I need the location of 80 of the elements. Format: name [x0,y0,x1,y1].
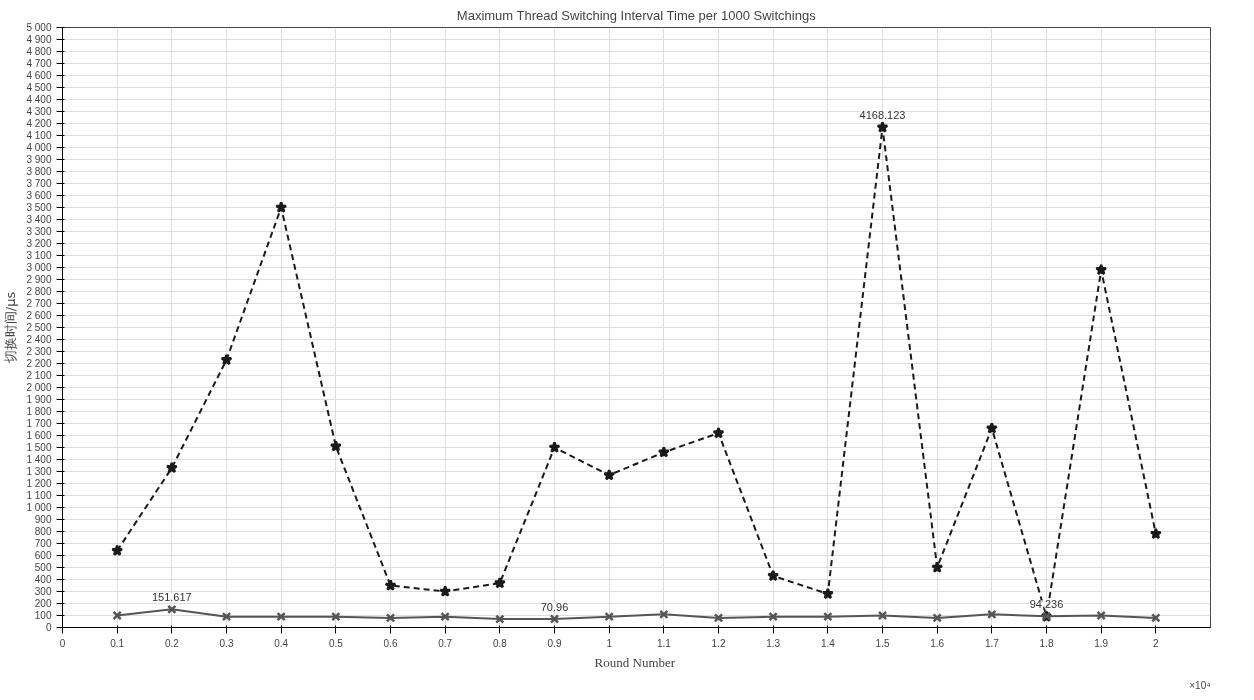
y-tick-label: 100 [34,610,52,621]
y-tick-label: 2 300 [26,346,52,357]
x-tick-label: 0.9 [547,637,562,649]
y-tick-label: 3 100 [26,250,52,261]
y-tick-label: 3 500 [26,202,52,213]
x-tick-label: 1.4 [820,637,836,649]
y-tick-label: 1 500 [26,442,52,453]
y-tick-label: 4 600 [26,70,52,81]
y-tick-label: 4 700 [26,58,52,69]
y-axis-title: 切换时间/μs [3,291,19,364]
y-tick-label: 1 800 [26,406,52,417]
y-tick-label: 1 600 [26,430,52,441]
x-tick-label: 1.2 [711,637,726,649]
y-tick-label: 700 [34,538,52,549]
y-tick-label: 2 900 [26,274,52,285]
x-tick-label: 1.9 [1094,637,1109,649]
x-tick-label: 2 [1153,637,1160,649]
y-tick-label: 3 000 [26,262,52,273]
y-tick-label: 3 400 [26,214,52,225]
x-tick-label: 1.7 [984,637,1000,649]
text: ×10⁴ [1189,679,1211,691]
x-tick-label: 0.8 [492,637,508,649]
y-tick-label: 500 [34,562,52,573]
y-tick-label: 4 100 [26,130,52,141]
y-tick-label: 2 100 [26,370,52,381]
x-tick-label: 1 [606,637,613,649]
y-tick-label: 2 700 [26,298,52,309]
x-tick-label: 1.6 [930,637,945,649]
y-tick-label: 0 [45,622,52,633]
y-tick-label: 2 500 [26,322,52,333]
x-tick-label: 0.3 [219,637,234,649]
x-tick-label: 1.8 [1039,637,1054,649]
y-tick-label: 1 400 [26,454,52,465]
x-tick-label: 0 [59,637,66,649]
y-tick-label: 3 900 [26,154,52,165]
x-axis-title: Round Number [594,654,676,670]
x-tick-label: 0.2 [164,637,180,649]
x-tick-label: 1.1 [656,637,672,649]
x-tick-label: 0.7 [438,637,453,649]
y-tick-label: 4 200 [26,118,52,129]
y-tick-label: 2 800 [26,286,52,297]
data-label: 94.236 [1029,598,1064,611]
y-tick-label: 200 [34,598,52,609]
y-tick-label: 4 500 [26,82,52,93]
y-tick-label: 5 000 [26,22,52,33]
y-tick-label: 1 700 [26,418,52,429]
x-tick-label: 0.5 [328,637,344,649]
y-tick-label: 2 000 [26,382,52,393]
data-label: 70.96 [540,600,569,613]
x-tick-label: 1.3 [766,637,781,649]
y-tick-label: 4 900 [26,34,52,45]
y-tick-label: 2 200 [26,358,52,369]
x-tick-label: 1.5 [875,637,890,649]
y-tick-label: 800 [34,526,52,537]
x-tick-label: 0.1 [110,637,125,649]
x-tick-label: 0.4 [274,637,289,649]
x-tick-label: 0.6 [383,637,398,649]
y-tick-label: 2 600 [26,310,52,321]
y-tick-label: 3 300 [26,226,52,237]
y-tick-label: 3 600 [26,190,52,201]
y-tick-label: 2 400 [26,334,52,345]
data-label: 4168.123 [859,109,906,122]
data-label: 151.617 [151,591,192,604]
y-tick-label: 4 800 [26,46,52,57]
y-tick-label: 4 300 [26,106,52,117]
y-tick-label: 1 300 [26,466,52,477]
y-tick-label: 1 900 [26,394,52,405]
chart-title: Maximum Thread Switching Interval Time per 1000 Switchings [456,7,817,23]
y-tick-label: 900 [34,514,52,525]
y-tick-label: 3 700 [26,178,52,189]
y-tick-label: 4 400 [26,94,52,105]
y-tick-label: 4 000 [26,142,52,153]
y-tick-label: 300 [34,586,52,597]
y-tick-label: 1 200 [26,478,52,489]
y-tick-label: 1 000 [26,502,52,513]
y-tick-label: 400 [34,574,52,585]
y-tick-label: 600 [34,550,52,561]
y-tick-label: 3 800 [26,166,52,177]
y-tick-label: 3 200 [26,238,52,249]
y-tick-label: 1 100 [26,490,52,501]
